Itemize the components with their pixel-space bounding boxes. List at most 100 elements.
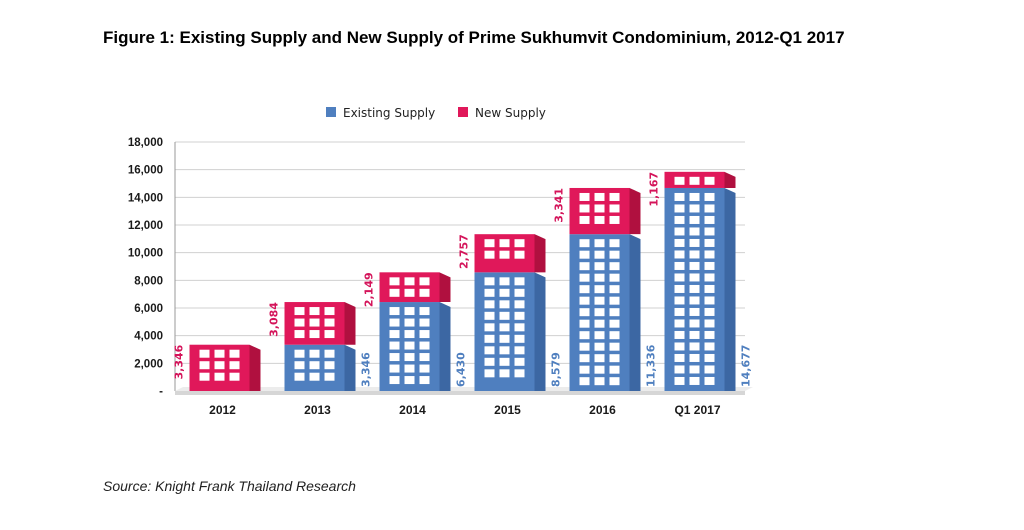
bar-new-2012-window xyxy=(229,361,240,370)
bar-existing-2015-window xyxy=(484,334,495,343)
bar-existing-2015-window xyxy=(484,277,495,286)
bar-new-2012-window xyxy=(229,372,240,381)
bar-existing-2015-window xyxy=(499,300,510,309)
bar-existing-2015-window xyxy=(484,288,495,297)
bar-existing-q1-2017-window xyxy=(704,250,715,259)
chart-legend: Existing Supply New Supply xyxy=(326,106,546,120)
bar-existing-2016-window xyxy=(594,308,605,317)
bar-new-2016-window xyxy=(609,192,620,201)
bar-existing-2013-window xyxy=(294,372,305,381)
bar-existing-q1-2017-window xyxy=(674,319,685,328)
y-tick-label: 10,000 xyxy=(128,248,163,260)
bar-new-2016-window xyxy=(609,215,620,224)
bar-existing-2015-window xyxy=(499,288,510,297)
y-tick-label: 2,000 xyxy=(134,358,163,370)
bar-existing-q1-2017-window xyxy=(689,250,700,259)
bar-existing-2015-window xyxy=(484,369,495,378)
bar-existing-2014-window xyxy=(419,307,430,316)
bar-existing-q1-2017-window xyxy=(689,215,700,224)
bar-existing-q1-2017-window xyxy=(704,261,715,270)
bar-existing-2014-window xyxy=(389,330,400,339)
bar-existing-q1-2017-window xyxy=(674,215,685,224)
bar-existing-q1-2017-window xyxy=(689,273,700,282)
bar-stack-2012: 3,346 xyxy=(173,344,261,391)
bar-existing-2016-window xyxy=(594,250,605,259)
y-tick-label: - xyxy=(159,386,163,398)
value-label-existing-2014: 6,430 xyxy=(455,352,468,387)
bar-new-2014-front xyxy=(379,272,440,303)
bar-existing-2014-window xyxy=(389,364,400,373)
bar-new-2016-window xyxy=(594,204,605,213)
bar-existing-2016-window xyxy=(579,319,590,328)
bar-new-2016-window xyxy=(594,192,605,201)
bar-existing-2016-window xyxy=(609,285,620,294)
bar-new-2014-side xyxy=(439,272,451,303)
bar-stack-q1-2017: 1,167 14,677 xyxy=(648,171,753,391)
bar-existing-q1-2017-window xyxy=(704,365,715,374)
bar-existing-2015-window xyxy=(499,369,510,378)
y-tick-label: 4,000 xyxy=(134,331,163,343)
bar-existing-2013-window xyxy=(309,349,320,358)
bar-existing-q1-2017-window xyxy=(689,376,700,385)
bar-existing-2016-window xyxy=(594,319,605,328)
bar-existing-2013-window xyxy=(324,372,335,381)
bar-new-2016-window xyxy=(579,215,590,224)
bar-existing-q1-2017-window xyxy=(689,342,700,351)
bar-new-2016-window xyxy=(579,204,590,213)
bar-existing-2016-window xyxy=(579,273,590,282)
bar-existing-q1-2017-window xyxy=(689,284,700,293)
bar-existing-q1-2017-window xyxy=(689,353,700,362)
x-tick-label-2015: 2015 xyxy=(494,403,521,417)
bar-existing-2015-window xyxy=(499,323,510,332)
value-label-existing-2013: 3,346 xyxy=(360,352,373,387)
bar-new-2012-window xyxy=(229,349,240,358)
bar-new-2013-window xyxy=(309,307,320,316)
floor-front xyxy=(175,391,745,395)
bar-existing-q1-2017-window xyxy=(704,330,715,339)
bar-existing-q1-2017-window xyxy=(674,376,685,385)
bar-existing-2016-window xyxy=(609,239,620,248)
x-tick-label-2013: 2013 xyxy=(304,403,331,417)
bar-existing-2014-window xyxy=(419,364,430,373)
bar-new-2013-window xyxy=(309,318,320,327)
bar-existing-2016-window xyxy=(579,285,590,294)
bar-existing-2014-window xyxy=(404,330,415,339)
bar-existing-2016-window xyxy=(579,365,590,374)
bar-new-2013-window xyxy=(294,318,305,327)
value-label-new-2012: 3,346 xyxy=(173,344,186,379)
bar-existing-q1-2017-window xyxy=(689,192,700,201)
bar-stack-2014: 2,149 6,430 xyxy=(363,272,468,391)
bar-existing-2016-window xyxy=(609,273,620,282)
bar-existing-2013-window xyxy=(294,349,305,358)
bar-existing-2013-window xyxy=(309,372,320,381)
bar-new-2012-window xyxy=(214,349,225,358)
bar-new-2015-window xyxy=(499,239,510,248)
bar-new-2016-window xyxy=(579,192,590,201)
x-tick-label-2012: 2012 xyxy=(209,403,236,417)
bar-existing-2016-window xyxy=(609,331,620,340)
bar-existing-2016-window xyxy=(609,250,620,259)
y-tick-label: 6,000 xyxy=(134,303,163,315)
bar-existing-q1-2017-window xyxy=(704,238,715,247)
bar-existing-2015-window xyxy=(499,311,510,320)
bar-existing-q1-2017-window xyxy=(689,307,700,316)
bar-existing-2015-window xyxy=(484,323,495,332)
bar-existing-q1-2017-window xyxy=(674,192,685,201)
bar-existing-2015-window xyxy=(514,277,525,286)
bar-existing-q1-2017-window xyxy=(674,307,685,316)
value-label-new-2013: 3,084 xyxy=(268,302,281,337)
bar-new-2014-window xyxy=(419,288,430,297)
y-tick-label: 16,000 xyxy=(128,165,163,177)
bar-existing-2016-window xyxy=(579,377,590,386)
bar-existing-2016-window xyxy=(594,365,605,374)
bar-new-2015-window xyxy=(514,239,525,248)
bar-existing-2016-window xyxy=(609,342,620,351)
bar-new-2012-side xyxy=(249,344,261,391)
figure-source: Source: Knight Frank Thailand Research xyxy=(103,478,356,494)
bar-new-2013-window xyxy=(294,307,305,316)
bar-existing-q1-2017-window xyxy=(704,192,715,201)
bar-existing-q1-2017-window xyxy=(674,342,685,351)
bar-new-2015-window xyxy=(514,250,525,259)
bar-existing-q1-2017-window xyxy=(674,238,685,247)
bar-existing-2016-window xyxy=(609,365,620,374)
